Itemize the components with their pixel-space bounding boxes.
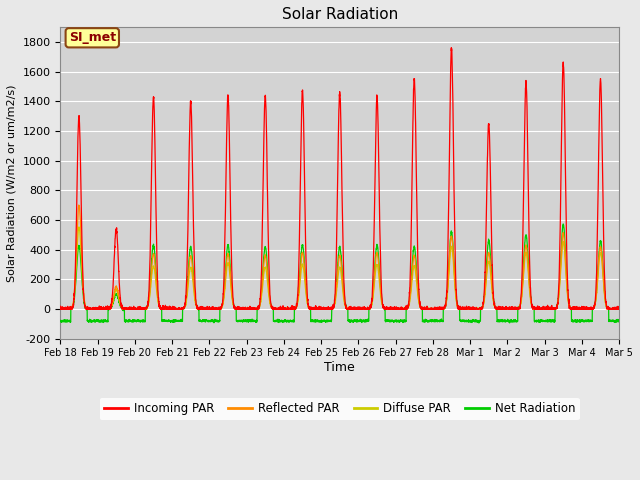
Title: Solar Radiation: Solar Radiation bbox=[282, 7, 398, 22]
Legend: Incoming PAR, Reflected PAR, Diffuse PAR, Net Radiation: Incoming PAR, Reflected PAR, Diffuse PAR… bbox=[100, 397, 580, 420]
X-axis label: Time: Time bbox=[324, 361, 355, 374]
Y-axis label: Solar Radiation (W/m2 or um/m2/s): Solar Radiation (W/m2 or um/m2/s) bbox=[7, 84, 17, 282]
Text: SI_met: SI_met bbox=[68, 31, 116, 44]
